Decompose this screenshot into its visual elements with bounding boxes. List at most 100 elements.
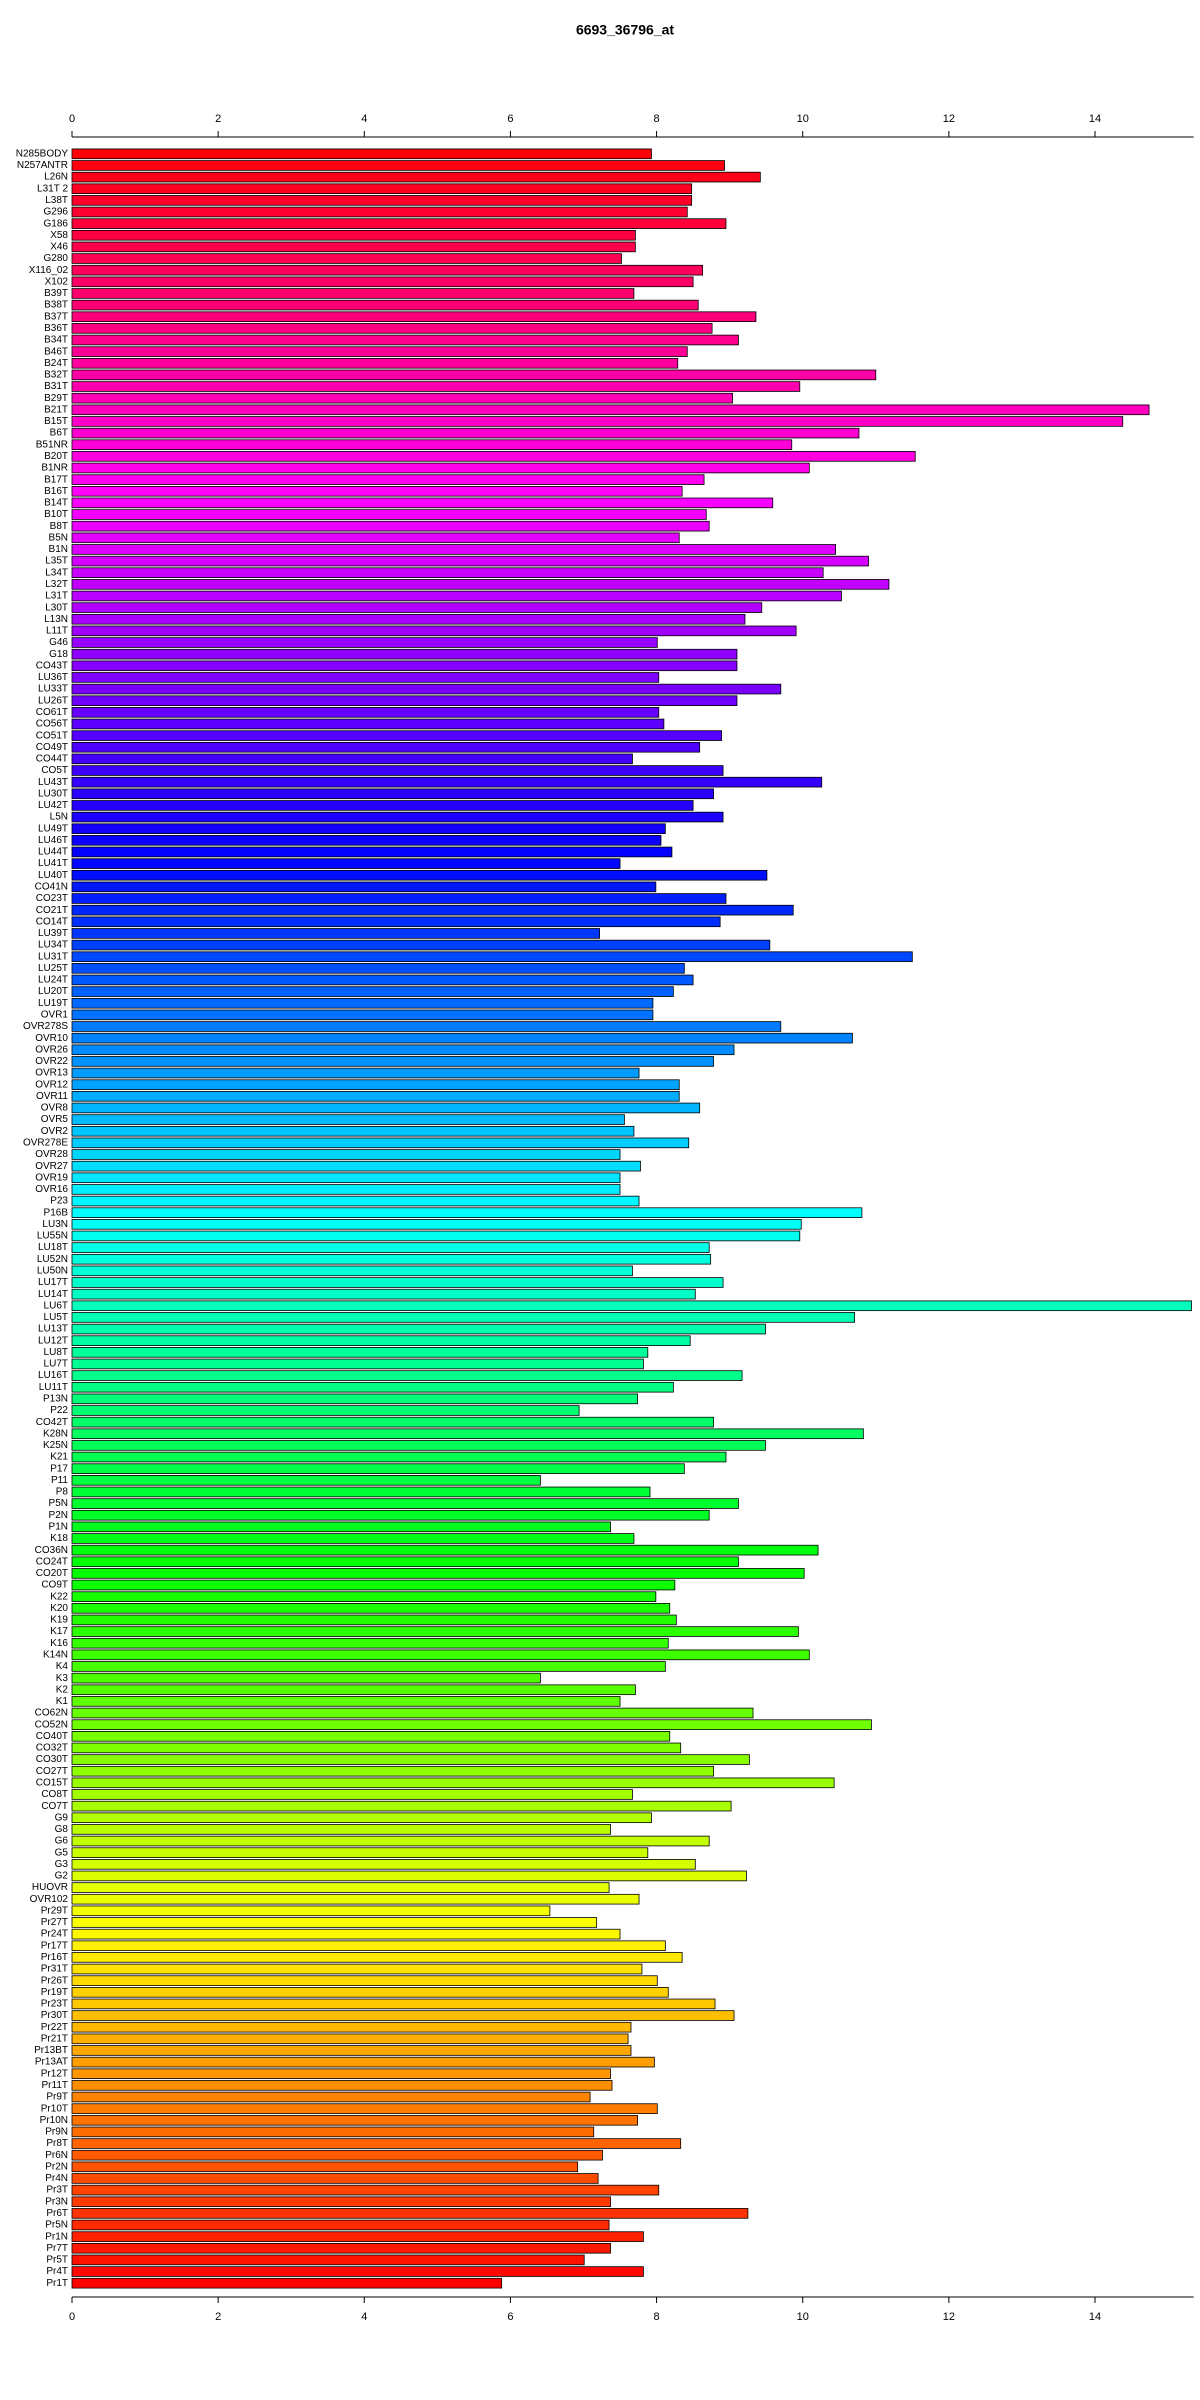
category-label: LU33T: [38, 684, 68, 695]
bar: [71, 1859, 696, 1870]
bar: [71, 241, 636, 253]
category-label: Pr5N: [45, 2220, 68, 2231]
category-label: B6T: [50, 428, 68, 439]
category-label: CO40T: [36, 1731, 68, 1742]
x-tick-label: 10: [797, 113, 809, 125]
category-label: K28N: [43, 1428, 68, 1439]
category-label: CO51T: [36, 730, 68, 741]
category-label: L38T: [45, 195, 68, 206]
category-label: OVR8: [41, 1103, 69, 1114]
bar: [71, 311, 757, 323]
bar: [71, 1754, 750, 1765]
bar: [71, 264, 704, 276]
bar: [71, 625, 797, 637]
bar: [71, 1684, 636, 1696]
bar: [71, 1719, 872, 1730]
category-label: G3: [55, 1859, 69, 1870]
category-label: Pr12T: [41, 2068, 68, 2079]
bar: [71, 1405, 580, 1416]
bar: [71, 997, 654, 1009]
bar: [71, 858, 621, 869]
category-label: OVR1: [41, 1010, 69, 1021]
category-label: Pr1N: [45, 2231, 68, 2242]
category-label: Pr1T: [46, 2278, 68, 2289]
bar: [71, 346, 688, 357]
bar: [71, 1265, 633, 1277]
category-label: P23: [50, 1196, 68, 1207]
bar: [71, 218, 727, 229]
bar: [71, 1067, 640, 1079]
category-label: CO41N: [35, 882, 68, 893]
bar: [71, 893, 727, 904]
bar: [71, 381, 801, 392]
bar: [71, 1347, 649, 1358]
bar: [71, 1789, 633, 1800]
category-label: B21T: [44, 404, 68, 415]
category-label: Pr7T: [46, 2243, 68, 2254]
category-label: B39T: [44, 288, 68, 299]
bar: [71, 1800, 732, 1812]
category-label: Pr13BT: [34, 2045, 68, 2056]
bar: [71, 1370, 743, 1381]
category-label: CO14T: [36, 916, 68, 927]
category-label: B8T: [50, 521, 68, 532]
category-label: G280: [44, 253, 69, 264]
category-label: LU55N: [37, 1231, 68, 1242]
bar: [71, 765, 724, 776]
category-label: K19: [50, 1615, 68, 1626]
bar: [71, 2103, 658, 2114]
category-label: LU14T: [38, 1289, 68, 1300]
bar: [71, 1975, 658, 1986]
bar: [71, 1335, 691, 1346]
bar: [71, 2208, 749, 2219]
category-label: G296: [44, 207, 69, 218]
category-label: B29T: [44, 393, 68, 404]
bar: [71, 1940, 666, 1952]
bar: [71, 2277, 503, 2289]
bar: [71, 835, 662, 846]
category-label: Pr9T: [46, 2092, 68, 2103]
category-label: HUOVR: [32, 1882, 68, 1893]
bar: [71, 1509, 710, 1521]
bar: [71, 637, 658, 648]
category-label: P13N: [43, 1393, 68, 1404]
bar: [71, 1533, 635, 1544]
category-label: P5N: [49, 1498, 68, 1509]
category-label: LU50N: [37, 1266, 68, 1277]
bar: [71, 788, 714, 800]
bar: [71, 1253, 712, 1265]
bar: [71, 206, 688, 218]
bar: [71, 1591, 657, 1602]
bar: [71, 1300, 1192, 1312]
category-label: LU34T: [38, 940, 68, 951]
bar: [71, 2219, 610, 2231]
x-tick-label: 4: [361, 113, 367, 125]
category-label: CO9T: [41, 1580, 68, 1591]
category-label: Pr9N: [45, 2127, 68, 2138]
category-label: OVR10: [35, 1033, 68, 1044]
category-label: LU19T: [38, 998, 68, 1009]
x-tick-label: 2: [215, 2311, 221, 2323]
bar: [71, 485, 683, 497]
bar: [71, 2254, 585, 2266]
x-tick-label: 14: [1089, 2311, 1101, 2323]
x-tick-label: 8: [654, 113, 660, 125]
bar: [71, 928, 600, 939]
bar: [71, 579, 890, 590]
category-label: B32T: [44, 370, 68, 381]
bar: [71, 1614, 677, 1626]
category-label: K21: [50, 1452, 68, 1463]
bar: [71, 416, 1124, 427]
bar: [71, 1672, 541, 1684]
bar: [71, 2056, 655, 2068]
bar: [71, 1137, 690, 1149]
category-label: OVR11: [36, 1091, 68, 1102]
bar: [71, 963, 685, 974]
category-label: G46: [49, 637, 68, 648]
bar: [71, 881, 657, 893]
category-label: Pr21T: [41, 2033, 68, 2044]
bar: [71, 602, 763, 613]
bar: [71, 986, 674, 997]
category-label: Pr8T: [46, 2138, 68, 2149]
bar: [71, 1579, 676, 1591]
